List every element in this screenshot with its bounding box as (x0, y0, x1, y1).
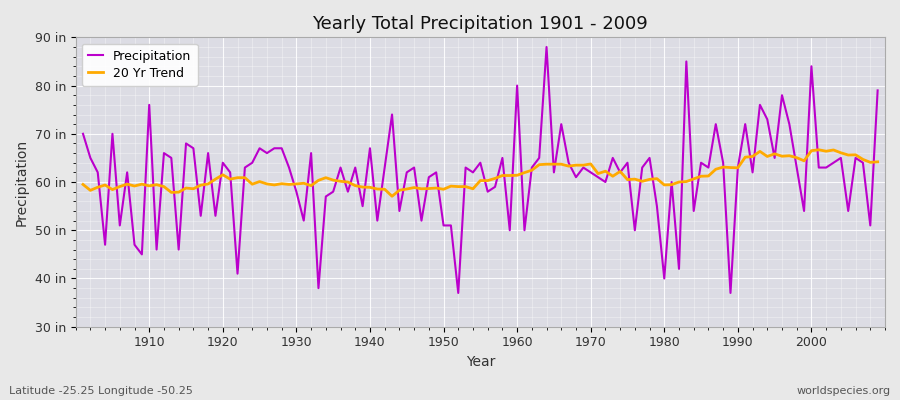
Precipitation (872, 88, 883, 93)
Line: Precipitation: Precipitation (83, 47, 878, 293)
Text: Latitude -25.25 Longitude -50.25: Latitude -25.25 Longitude -50.25 (9, 386, 193, 396)
20 Yr Trend (872, 160, 883, 164)
20 Yr Trend (814, 147, 824, 152)
Precipitation (512, 83, 523, 88)
Precipitation (343, 189, 354, 194)
Precipitation (519, 228, 530, 233)
20 Yr Trend (77, 182, 88, 187)
Legend: Precipitation, 20 Yr Trend: Precipitation, 20 Yr Trend (82, 44, 198, 86)
20 Yr Trend (387, 194, 398, 199)
Precipitation (453, 290, 464, 295)
Precipitation (541, 44, 552, 49)
Precipitation (298, 218, 309, 223)
Title: Yearly Total Precipitation 1901 - 2009: Yearly Total Precipitation 1901 - 2009 (312, 15, 648, 33)
X-axis label: Year: Year (465, 355, 495, 369)
20 Yr Trend (343, 180, 354, 184)
Precipitation (615, 170, 626, 175)
Line: 20 Yr Trend: 20 Yr Trend (83, 150, 878, 196)
20 Yr Trend (519, 170, 530, 175)
20 Yr Trend (137, 182, 148, 186)
Text: worldspecies.org: worldspecies.org (796, 386, 891, 396)
Precipitation (137, 252, 148, 257)
20 Yr Trend (608, 174, 618, 179)
Y-axis label: Precipitation: Precipitation (15, 138, 29, 226)
20 Yr Trend (512, 173, 523, 178)
20 Yr Trend (298, 181, 309, 186)
Precipitation (77, 131, 88, 136)
